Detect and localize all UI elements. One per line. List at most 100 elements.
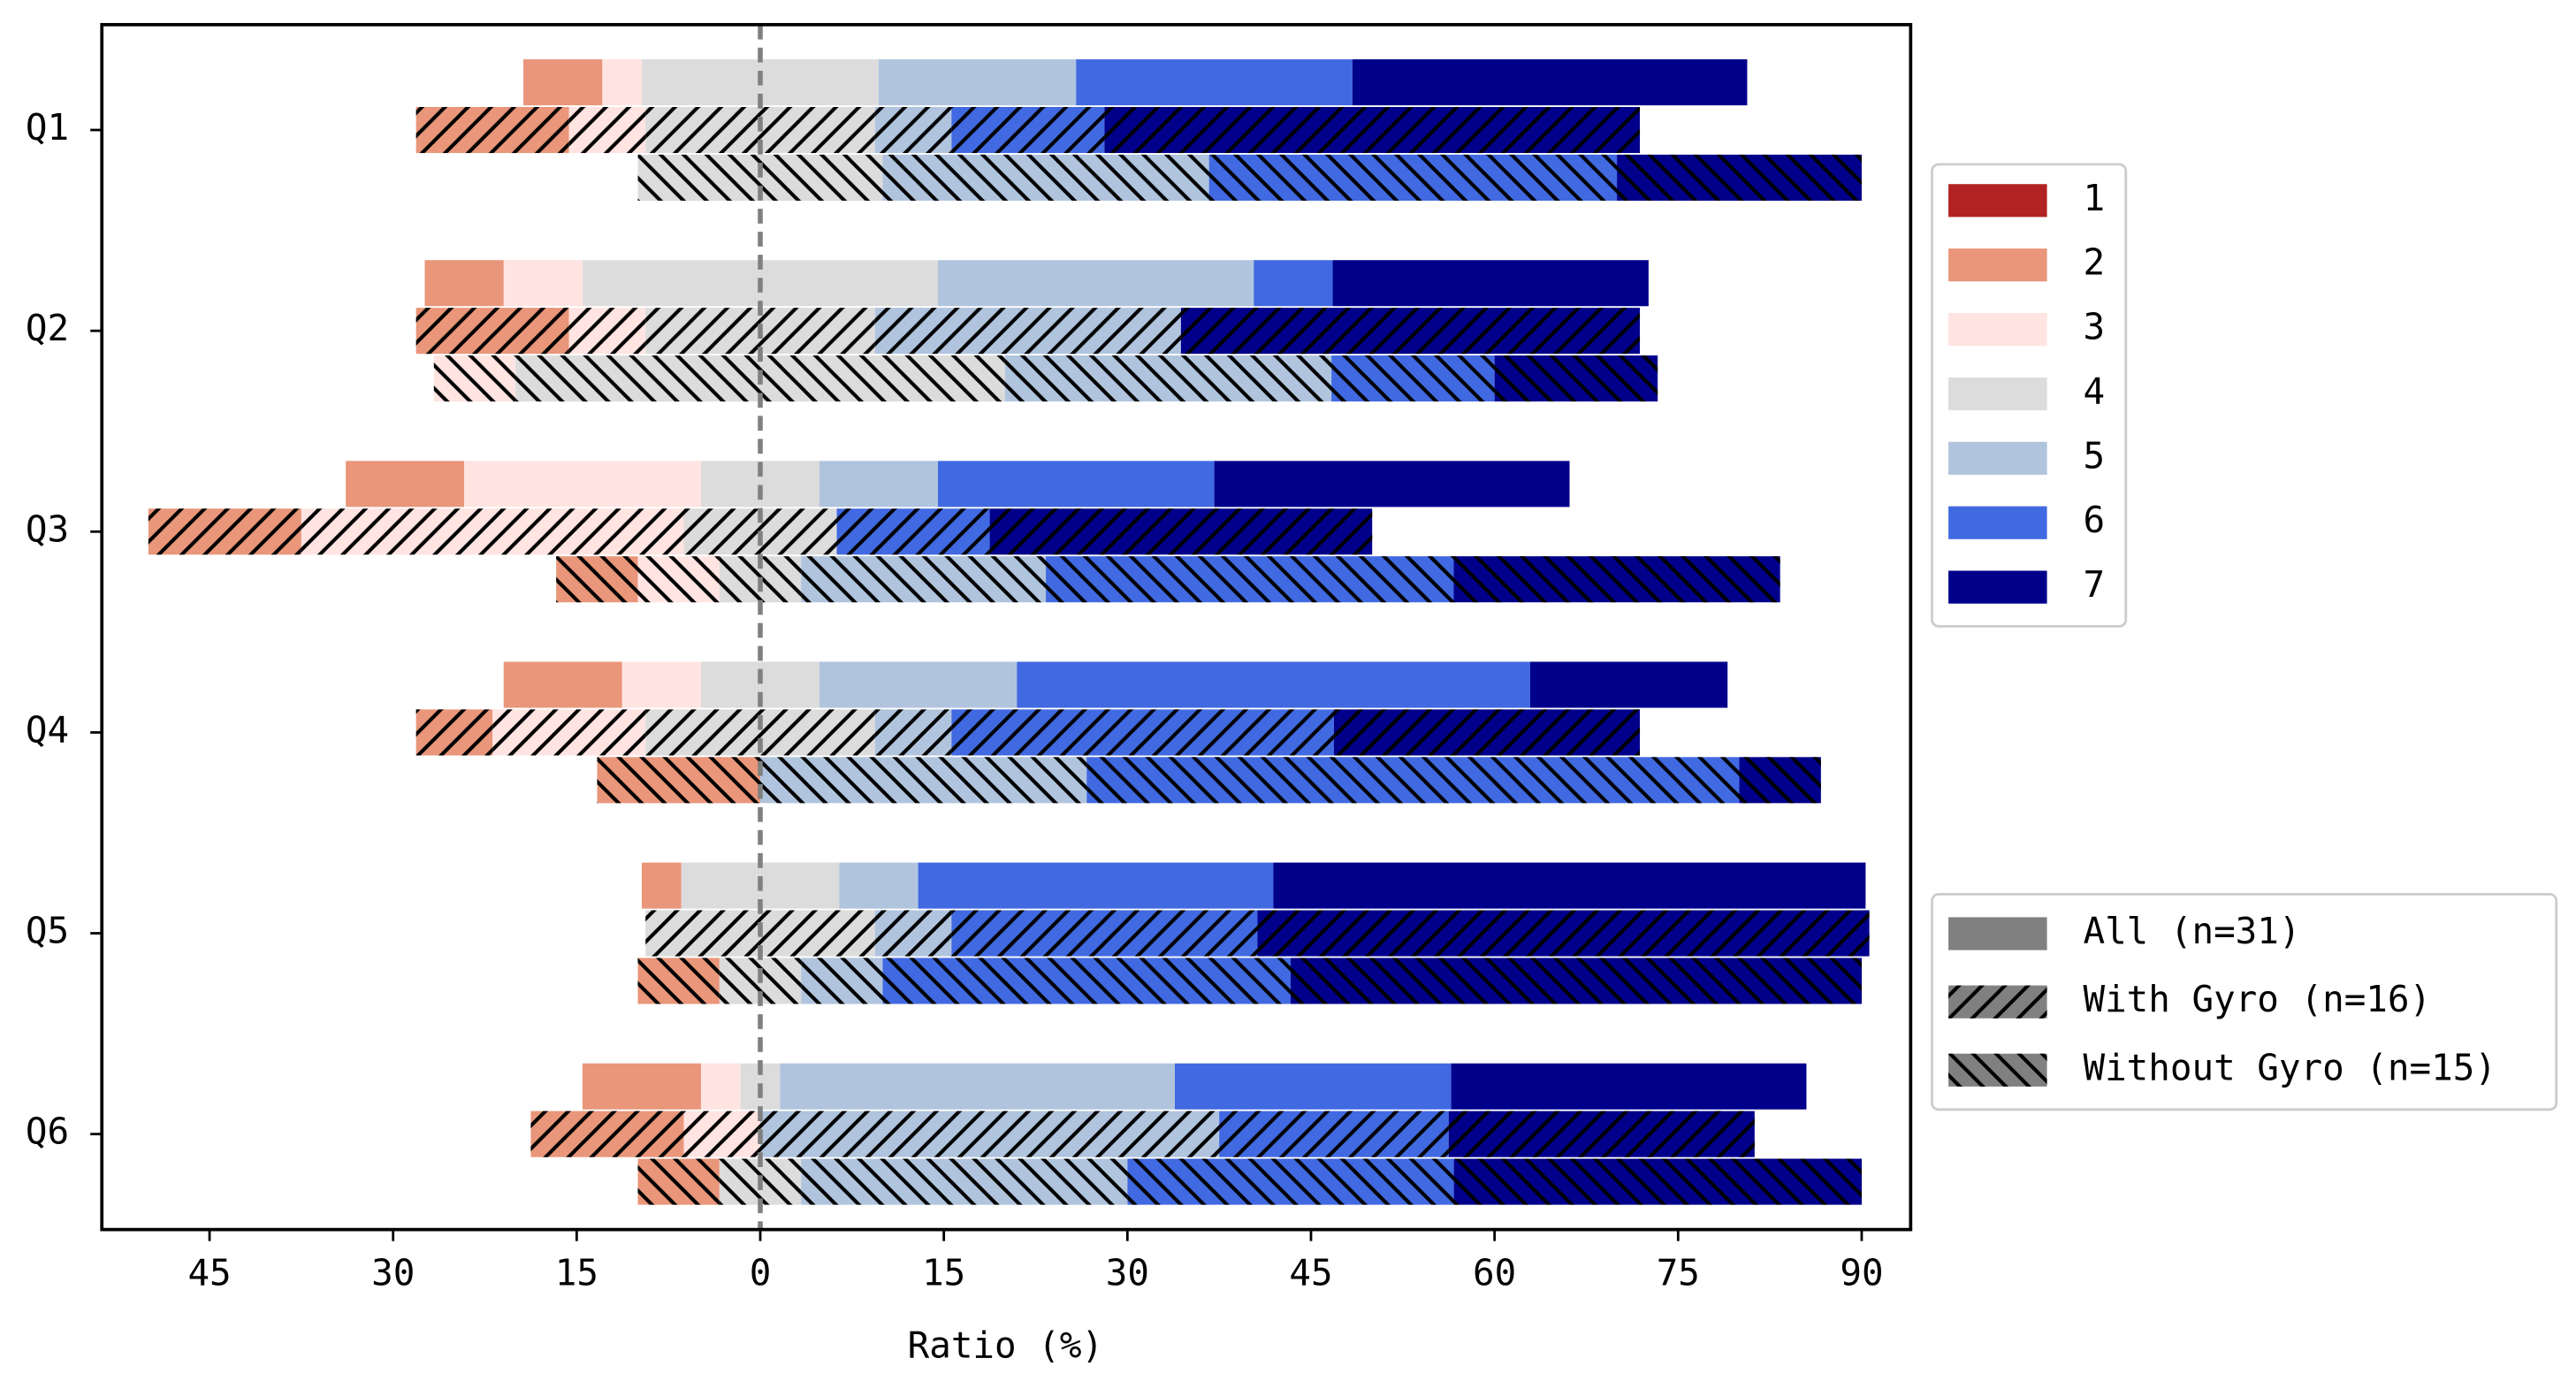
bar-segment [1453, 556, 1780, 603]
bar-segment [1332, 260, 1649, 307]
x-tick-label: 45 [187, 1252, 231, 1294]
bar-segment [1257, 910, 1870, 957]
x-tick-label: 30 [371, 1252, 415, 1294]
legend-label: All (n=31) [2083, 910, 2300, 952]
bar-segment [415, 107, 569, 154]
bar-segment [760, 1110, 1220, 1157]
hatch [1948, 985, 2047, 1019]
bar-segment [801, 958, 883, 1004]
bar-segment [415, 308, 569, 355]
bar-segment [819, 661, 1017, 708]
bar-segment [989, 508, 1373, 555]
bar-segment [597, 757, 761, 804]
bar-segment [839, 862, 918, 909]
y-tick-label: Q5 [26, 910, 69, 952]
x-tick-label: 15 [922, 1252, 965, 1294]
bar-segment [1331, 355, 1495, 402]
bar-segment [464, 461, 702, 508]
bar-segment [874, 910, 952, 957]
y-tick-label: Q2 [26, 307, 69, 349]
bar-segment [1046, 556, 1454, 603]
x-tick-label: 30 [1106, 1252, 1149, 1294]
y-tick-label: Q1 [26, 106, 69, 149]
x-tick-label: 90 [1840, 1252, 1883, 1294]
bar-segment [346, 461, 465, 508]
legend-swatch [1948, 917, 2047, 950]
bar-segment [1254, 260, 1333, 307]
y-tick-label: Q4 [26, 708, 69, 751]
bar-segment [951, 107, 1105, 154]
legend-label: Without Gyro (n=15) [2083, 1046, 2496, 1088]
legend-label: 1 [2083, 177, 2105, 219]
bar-segment [148, 508, 301, 555]
legend-swatch [1948, 248, 2047, 282]
legend-swatch [1948, 184, 2047, 218]
bar-segment [503, 661, 622, 708]
bar-segment [951, 910, 1258, 957]
hatch [1948, 1053, 2047, 1087]
bar-segment [503, 260, 583, 307]
bar-segment [760, 757, 1087, 804]
bar-segment [433, 355, 516, 402]
x-axis-label: Ratio (%) [908, 1324, 1103, 1367]
bar-segment [1529, 661, 1728, 708]
bar-segment [874, 308, 1181, 355]
bar-segment [683, 1110, 761, 1157]
bar-segment [530, 1110, 684, 1157]
bar-segment [582, 1063, 701, 1110]
bar-segment [556, 556, 638, 603]
bar-segment [874, 709, 952, 756]
bar-segment [1004, 355, 1332, 402]
bar-segment [1076, 59, 1353, 106]
bar-segment [874, 107, 952, 154]
bar-segment [492, 709, 646, 756]
bar-segment [1174, 1063, 1452, 1110]
bar-segment [621, 661, 702, 708]
bar-segment [700, 1063, 741, 1110]
bar-segment [1448, 1110, 1755, 1157]
bar-segment [523, 59, 603, 106]
y-tick-label: Q3 [26, 508, 69, 550]
plot-frame [100, 23, 1913, 1232]
legend-label: 4 [2083, 370, 2105, 412]
bar-segment [801, 1158, 1128, 1205]
bar-segment [836, 508, 990, 555]
bar-segment [1214, 461, 1570, 508]
bar-segment [951, 709, 1334, 756]
legend-swatch [1948, 506, 2047, 539]
bar-segment [918, 862, 1274, 909]
bar-segment [415, 709, 493, 756]
bar-segment [637, 556, 720, 603]
bar-segment [1086, 757, 1740, 804]
x-tick-label: 0 [750, 1252, 772, 1294]
legend-box [1931, 892, 2558, 1111]
legend-label: 5 [2083, 434, 2105, 477]
legend-swatch [1948, 312, 2047, 347]
legend-swatch [1948, 377, 2047, 411]
legend-label: 2 [2083, 241, 2105, 284]
legend-label: 3 [2083, 306, 2105, 348]
bar-segment [1273, 862, 1866, 909]
legend-swatch [1948, 441, 2047, 475]
bar-segment [1219, 1110, 1449, 1157]
bar-segment [642, 862, 682, 909]
bar-segment [1617, 154, 1862, 201]
bar-segment [878, 59, 1077, 106]
bar-segment [637, 1158, 720, 1205]
bar-segment [1180, 308, 1641, 355]
bar-segment [1017, 661, 1530, 708]
bar-segment [780, 1063, 1175, 1110]
bar-segment [1453, 1158, 1863, 1205]
x-tick-label: 60 [1473, 1252, 1516, 1294]
legend-label: 6 [2083, 499, 2105, 541]
bar-segment [1127, 1158, 1454, 1205]
bar-segment [637, 958, 720, 1004]
bar-segment [801, 556, 1047, 603]
bar-segment [1494, 355, 1658, 402]
x-tick-label: 45 [1289, 1252, 1332, 1294]
bar-segment [602, 59, 643, 106]
bar-segment [568, 107, 646, 154]
legend-swatch [1948, 570, 2047, 604]
